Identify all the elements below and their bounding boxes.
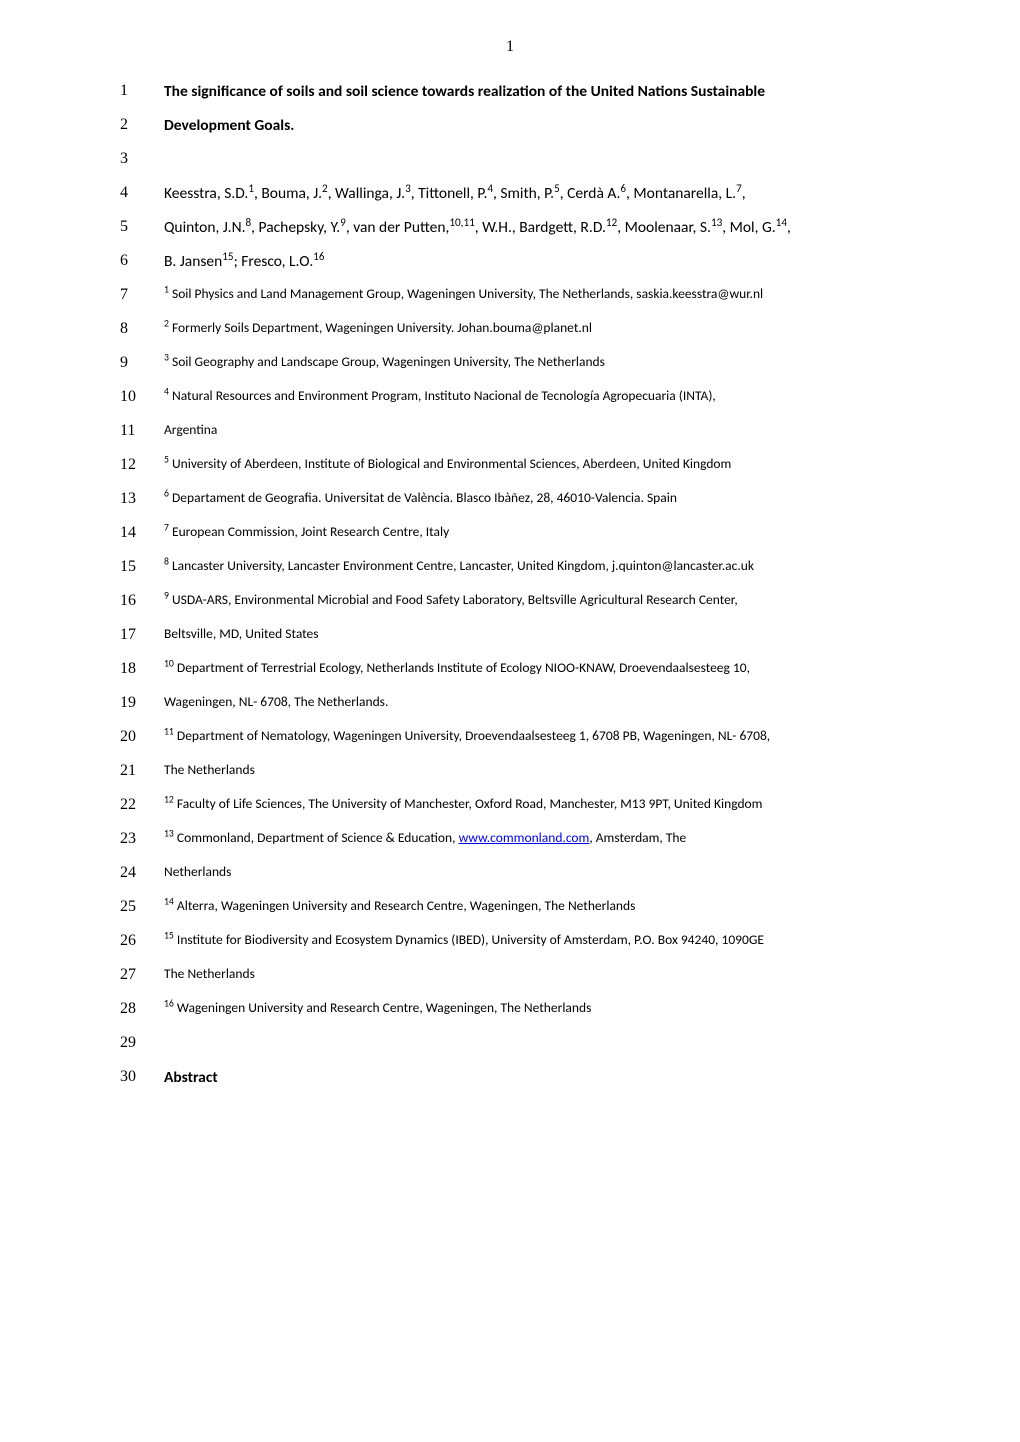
line-number: 7 — [120, 284, 164, 304]
line-number: 27 — [120, 964, 164, 984]
line-number: 15 — [120, 556, 164, 576]
affiliation-text: 15 Institute for Biodiversity and Ecosys… — [164, 930, 920, 950]
line-number: 26 — [120, 930, 164, 950]
affiliation-text: Netherlands — [164, 862, 920, 882]
affiliation-15-l1: 26 15 Institute for Biodiversity and Eco… — [120, 930, 920, 956]
affiliation-text: 9 USDA-ARS, Environmental Microbial and … — [164, 590, 920, 610]
title-line-2: 2 Development Goals. — [120, 114, 920, 140]
line-number: 16 — [120, 590, 164, 610]
blank-line: 29 — [120, 1032, 920, 1058]
line-number: 19 — [120, 692, 164, 712]
affiliation-text: 7 European Commission, Joint Research Ce… — [164, 522, 920, 542]
affiliation-6: 13 6 Departament de Geografia. Universit… — [120, 488, 920, 514]
affiliation-1: 7 1 Soil Physics and Land Management Gro… — [120, 284, 920, 310]
affiliation-2: 8 2 Formerly Soils Department, Wageninge… — [120, 318, 920, 344]
line-number: 23 — [120, 828, 164, 848]
line-number: 6 — [120, 250, 164, 270]
affiliation-text: 1 Soil Physics and Land Management Group… — [164, 284, 920, 304]
line-number: 3 — [120, 148, 164, 168]
line-number: 8 — [120, 318, 164, 338]
affiliation-text: 16 Wageningen University and Research Ce… — [164, 998, 920, 1018]
affiliation-4-l1: 10 4 Natural Resources and Environment P… — [120, 386, 920, 412]
affiliation-text: 3 Soil Geography and Landscape Group, Wa… — [164, 352, 920, 372]
affiliation-text: The Netherlands — [164, 760, 920, 780]
affiliation-13-l1: 23 13 Commonland, Department of Science … — [120, 828, 920, 854]
line-number: 17 — [120, 624, 164, 644]
affiliation-11-l2: 21 The Netherlands — [120, 760, 920, 786]
affiliation-text: Argentina — [164, 420, 920, 440]
affiliation-10-l2: 19 Wageningen, NL- 6708, The Netherlands… — [120, 692, 920, 718]
line-number: 13 — [120, 488, 164, 508]
line-number: 1 — [120, 80, 164, 100]
affiliation-text: Beltsville, MD, United States — [164, 624, 920, 644]
authors-text: Quinton, J.N.8, Pachepsky, Y.9, van der … — [164, 216, 920, 240]
line-number: 28 — [120, 998, 164, 1018]
abstract-heading-line: 30 Abstract — [120, 1066, 920, 1092]
affiliation-text: 13 Commonland, Department of Science & E… — [164, 828, 920, 848]
affiliation-8: 15 8 Lancaster University, Lancaster Env… — [120, 556, 920, 582]
affiliation-9-l1: 16 9 USDA-ARS, Environmental Microbial a… — [120, 590, 920, 616]
line-number: 21 — [120, 760, 164, 780]
authors-line-3: 6 B. Jansen15; Fresco, L.O.16 — [120, 250, 920, 276]
line-number: 10 — [120, 386, 164, 406]
line-number: 24 — [120, 862, 164, 882]
affiliation-3: 9 3 Soil Geography and Landscape Group, … — [120, 352, 920, 378]
affiliation-text: 6 Departament de Geografia. Universitat … — [164, 488, 920, 508]
line-number: 20 — [120, 726, 164, 746]
affiliation-15-l2: 27 The Netherlands — [120, 964, 920, 990]
blank-line: 3 — [120, 148, 920, 174]
line-number: 14 — [120, 522, 164, 542]
line-number: 11 — [120, 420, 164, 440]
affiliation-text: 5 University of Aberdeen, Institute of B… — [164, 454, 920, 474]
line-number: 5 — [120, 216, 164, 236]
affiliation-5: 12 5 University of Aberdeen, Institute o… — [120, 454, 920, 480]
line-number: 12 — [120, 454, 164, 474]
affiliation-11-l1: 20 11 Department of Nematology, Wagening… — [120, 726, 920, 752]
affiliation-14: 25 14 Alterra, Wageningen University and… — [120, 896, 920, 922]
title-text: The significance of soils and soil scien… — [164, 80, 920, 104]
line-number: 9 — [120, 352, 164, 372]
affiliation-text: The Netherlands — [164, 964, 920, 984]
affiliation-text: 14 Alterra, Wageningen University and Re… — [164, 896, 920, 916]
title-text: Development Goals. — [164, 114, 920, 138]
affiliation-text: 2 Formerly Soils Department, Wageningen … — [164, 318, 920, 338]
line-number: 25 — [120, 896, 164, 916]
title-line-1: 1 The significance of soils and soil sci… — [120, 80, 920, 106]
authors-text: Keesstra, S.D.1, Bouma, J.2, Wallinga, J… — [164, 182, 920, 206]
affiliation-text: 12 Faculty of Life Sciences, The Univers… — [164, 794, 920, 814]
affiliation-12: 22 12 Faculty of Life Sciences, The Univ… — [120, 794, 920, 820]
affiliation-10-l1: 18 10 Department of Terrestrial Ecology,… — [120, 658, 920, 684]
line-number: 4 — [120, 182, 164, 202]
authors-line-2: 5 Quinton, J.N.8, Pachepsky, Y.9, van de… — [120, 216, 920, 242]
line-number: 22 — [120, 794, 164, 814]
page-number: 1 — [506, 38, 514, 56]
affiliation-text: Wageningen, NL- 6708, The Netherlands. — [164, 692, 920, 712]
line-number: 2 — [120, 114, 164, 134]
line-number: 30 — [120, 1066, 164, 1086]
line-number: 29 — [120, 1032, 164, 1052]
affiliation-text: 4 Natural Resources and Environment Prog… — [164, 386, 920, 406]
commonland-link[interactable]: www.commonland.com — [459, 829, 590, 846]
affiliation-text: 8 Lancaster University, Lancaster Enviro… — [164, 556, 920, 576]
abstract-heading: Abstract — [164, 1066, 920, 1090]
affiliation-9-l2: 17 Beltsville, MD, United States — [120, 624, 920, 650]
affiliation-13-l2: 24 Netherlands — [120, 862, 920, 888]
affiliation-text: 11 Department of Nematology, Wageningen … — [164, 726, 920, 746]
authors-text: B. Jansen15; Fresco, L.O.16 — [164, 250, 920, 274]
affiliation-text: 10 Department of Terrestrial Ecology, Ne… — [164, 658, 920, 678]
affiliation-7: 14 7 European Commission, Joint Research… — [120, 522, 920, 548]
affiliation-4-l2: 11 Argentina — [120, 420, 920, 446]
authors-line-1: 4 Keesstra, S.D.1, Bouma, J.2, Wallinga,… — [120, 182, 920, 208]
line-number: 18 — [120, 658, 164, 678]
affiliation-16: 28 16 Wageningen University and Research… — [120, 998, 920, 1024]
